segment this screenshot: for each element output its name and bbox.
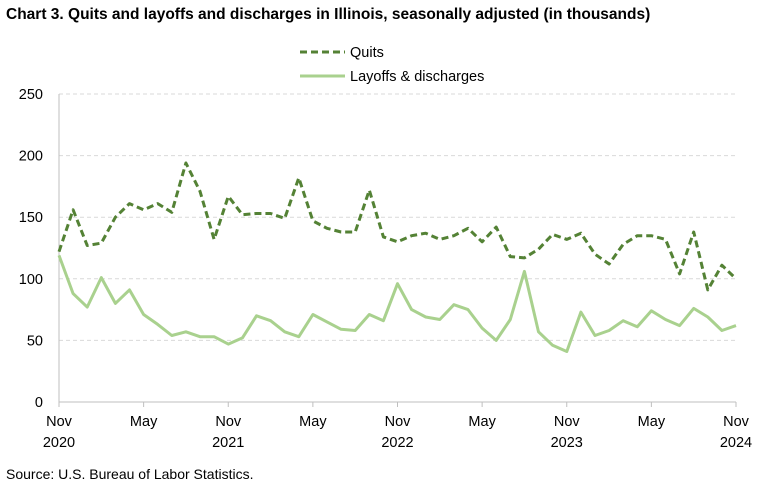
- x-tick-label-year: 2023: [551, 435, 583, 451]
- x-tick-label-year: 2024: [720, 435, 752, 451]
- y-tick-label: 200: [19, 149, 43, 165]
- x-tick-label-month: May: [468, 414, 496, 430]
- layoffs-discharges-series-line: [57, 254, 737, 353]
- gridlines: [59, 93, 736, 341]
- legend: Quits Layoffs & discharges: [300, 45, 484, 85]
- axes: 0 50 100 150 200 250 Nov 2020 May Nov 2021 May Nov 20…: [19, 87, 752, 451]
- x-tick-label-year: 2022: [381, 435, 413, 451]
- y-tick-label: 100: [19, 272, 43, 288]
- chart-title: Chart 3. Quits and layoffs and discharge…: [6, 6, 651, 23]
- source-note: Source: U.S. Bureau of Labor Statistics.: [6, 466, 254, 482]
- y-tick-label: 50: [27, 333, 43, 349]
- x-tick-label-year: 2020: [43, 435, 75, 451]
- x-tick-label-month: Nov: [46, 414, 73, 430]
- x-tick-label-month: May: [130, 414, 158, 430]
- series-lines: [57, 161, 738, 353]
- x-tick-label-month: Nov: [385, 414, 412, 430]
- y-tick-label: 150: [19, 210, 43, 226]
- x-tick-label-month: May: [638, 414, 666, 430]
- legend-label: Quits: [350, 45, 384, 61]
- x-tick-label-year: 2021: [212, 435, 244, 451]
- y-tick-label: 250: [19, 87, 43, 103]
- x-tick-label-month: May: [299, 414, 327, 430]
- legend-label: Layoffs & discharges: [350, 69, 484, 85]
- x-tick-label-month: Nov: [215, 414, 242, 430]
- x-tick-label-month: Nov: [723, 414, 750, 430]
- y-tick-label: 0: [35, 395, 43, 411]
- x-tick-label-month: Nov: [554, 414, 581, 430]
- quits-series-line: [57, 161, 738, 292]
